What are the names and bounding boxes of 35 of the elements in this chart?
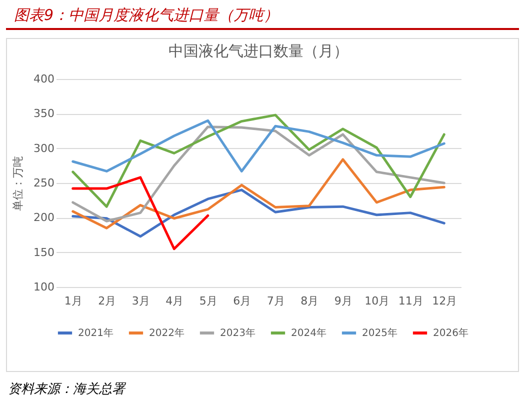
legend-label: 2026年 [433,327,468,339]
x-tick-label: 6月 [233,294,252,308]
y-axis-title: 单位：万吨 [12,156,25,211]
legend-label: 2024年 [291,327,326,339]
chart-subtitle: 图表9：中国月度液化气进口量（万吨） [6,0,519,30]
x-tick-label: 4月 [166,294,184,308]
x-tick-label: 3月 [132,294,150,308]
line-series [72,126,446,222]
line-series [72,158,446,230]
y-tick-label: 350 [34,107,54,120]
y-tick-label: 150 [34,246,54,259]
line-series [72,119,446,172]
line-series [72,176,210,250]
y-tick-label: 300 [34,142,54,155]
line-series [72,188,446,238]
x-tick-label: 12月 [432,294,458,308]
x-tick-label: 11月 [398,294,424,308]
x-tick-label: 1月 [64,294,82,308]
legend-label: 2025年 [362,327,398,339]
y-tick-label: 250 [34,176,54,190]
x-tick-label: 2月 [98,294,116,308]
legend-label: 2023年 [220,327,256,339]
y-tick-label: 100 [34,280,54,294]
x-tick-label: 10月 [364,294,390,308]
x-tick-label: 7月 [266,294,285,308]
y-tick-label: 200 [34,211,54,224]
legend-label: 2022年 [149,327,184,339]
line-series [72,114,446,208]
x-tick-label: 9月 [334,294,352,308]
x-tick-label: 5月 [199,294,218,308]
chart-title: 中国液化气进口数量（月） [168,42,348,60]
legend-label: 2021年 [78,327,114,339]
x-tick-label: 8月 [300,294,319,308]
text: 资料来源：海关总署 [7,381,127,397]
y-tick-label: 400 [34,72,54,86]
